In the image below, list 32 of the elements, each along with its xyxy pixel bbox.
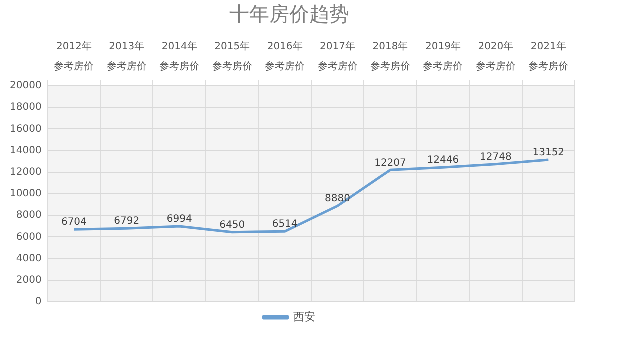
x-tick-label: 2018年参考房价 [370,40,410,73]
legend-label: 西安 [293,310,316,324]
x-tick-label: 2014年参考房价 [160,40,200,73]
y-tick-label: 16000 [10,124,42,135]
data-label: 12748 [480,152,512,163]
data-label: 6514 [272,219,298,230]
x-tick-label: 2021年参考房价 [528,40,569,73]
data-label: 12446 [427,155,460,166]
data-label: 6994 [166,214,192,226]
y-tick-label: 14000 [10,145,42,156]
chart-title: 十年房价趋势 [230,2,350,26]
y-tick-label: 6000 [16,232,42,243]
y-tick-label: 10000 [10,188,42,200]
data-label: 12207 [374,158,406,169]
x-tick-label: 2019年参考房价 [423,40,464,73]
x-tick-label: 2017年参考房价 [318,40,358,73]
y-tick-label: 4000 [16,253,42,264]
x-tick-label: 2020年参考房价 [476,40,516,73]
x-tick-label: 2015年参考房价 [212,40,252,73]
data-label: 6792 [114,216,140,228]
x-tick-label: 2016年参考房价 [265,40,306,73]
data-label: 6704 [61,217,87,228]
y-tick-label: 18000 [10,102,42,114]
y-tick-label: 8000 [16,210,42,222]
y-tick-label: 2000 [16,274,42,286]
y-tick-label: 12000 [10,166,42,178]
data-label: 6450 [220,220,246,231]
data-label: 13152 [532,148,565,159]
y-tick-label: 0 [35,296,42,308]
x-tick-label: 2013年参考房价 [106,40,147,73]
x-tick-label: 2012年参考房价 [54,40,94,73]
y-tick-label: 20000 [10,80,42,92]
